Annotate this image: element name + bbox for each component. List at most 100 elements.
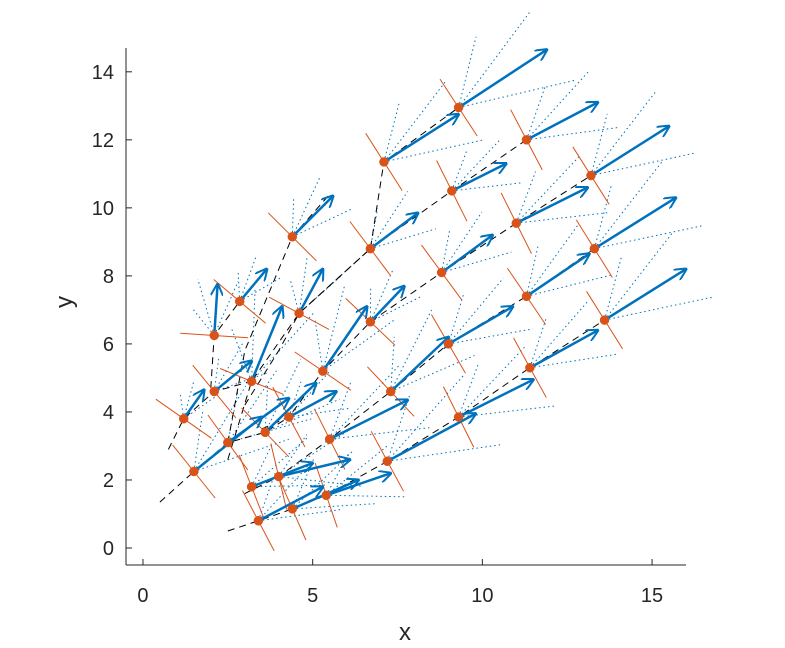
dotted-line — [329, 365, 399, 440]
data-point — [209, 330, 219, 341]
vector-arrow — [250, 307, 283, 382]
data-point — [589, 243, 600, 254]
data-point — [586, 170, 596, 181]
dotted-line — [191, 307, 215, 336]
data-point — [443, 339, 454, 349]
dotted-line — [515, 171, 536, 224]
data-point — [234, 296, 245, 307]
dotted-line — [291, 176, 321, 237]
dotted-line — [251, 312, 315, 382]
dotted-line — [441, 229, 451, 273]
dotted-line — [213, 281, 239, 336]
dotted-line — [451, 139, 501, 192]
vector-arrow — [386, 414, 475, 463]
data-point — [209, 386, 219, 397]
dotted-line — [383, 139, 484, 163]
dotted-line — [251, 445, 272, 487]
dotted-line — [298, 256, 308, 314]
data-point — [246, 376, 257, 387]
data-point — [511, 218, 522, 228]
dotted-line — [214, 372, 267, 393]
data-point — [284, 412, 294, 422]
vector-arrow — [529, 330, 598, 369]
dashed-curves — [159, 107, 605, 532]
dashed-curve — [167, 380, 252, 450]
dotted-line — [251, 288, 256, 382]
data-point — [379, 157, 389, 167]
dotted-line — [529, 353, 619, 369]
vector-arrow — [288, 392, 336, 419]
data-point — [365, 243, 376, 254]
vector-arrow — [329, 400, 408, 441]
y-tick-label: 2 — [103, 470, 114, 492]
dotted-line — [593, 184, 612, 249]
dotted-line — [369, 191, 409, 249]
data-point — [521, 291, 532, 302]
data-point — [599, 315, 610, 325]
data-point — [321, 490, 331, 501]
data-point — [273, 471, 284, 482]
dotted-line — [370, 228, 436, 250]
data-point — [246, 482, 257, 492]
vector-arrow — [321, 307, 367, 372]
vector-arrow — [458, 380, 534, 419]
dotted-line — [590, 113, 608, 176]
vector-arrow — [238, 269, 267, 303]
axes: 0 5 10 15 0 2 4 6 8 10 12 14 — [92, 48, 686, 607]
dotted-line — [193, 412, 204, 472]
dotted-line — [329, 427, 430, 440]
dotted-line — [515, 156, 580, 224]
dotted-fans — [179, 10, 713, 522]
dashed-curve — [244, 107, 459, 406]
vector-arrow — [590, 126, 669, 177]
dotted-line — [193, 438, 289, 472]
dotted-line — [213, 343, 243, 392]
dotted-line — [257, 473, 276, 521]
vector-arrow — [257, 487, 322, 522]
dotted-line — [387, 444, 502, 462]
dotted-line — [288, 407, 351, 418]
data-point — [453, 102, 464, 113]
dotted-line — [458, 36, 477, 108]
data-point — [525, 362, 535, 373]
dotted-line — [386, 374, 465, 462]
y-tick-label: 0 — [103, 538, 114, 560]
dotted-line — [383, 102, 400, 163]
dotted-line — [183, 395, 218, 420]
data-point — [318, 366, 328, 376]
dotted-line — [322, 318, 397, 372]
dotted-line — [288, 370, 331, 418]
dotted-line — [264, 383, 269, 433]
vector-arrow — [383, 114, 459, 163]
dotted-line — [526, 87, 546, 141]
dotted-line — [291, 196, 295, 237]
vector-arrow — [447, 307, 512, 345]
dotted-line — [458, 346, 525, 418]
y-tick-label: 12 — [92, 130, 114, 152]
vector-arrow — [213, 361, 251, 393]
dotted-line — [326, 494, 405, 498]
dotted-line — [325, 445, 388, 496]
vector-arrow — [457, 50, 547, 109]
dotted-line — [264, 398, 340, 433]
dotted-line — [529, 300, 589, 369]
data-point — [178, 413, 189, 424]
vector-arrow — [278, 460, 350, 478]
vector-arrow — [214, 284, 217, 336]
dotted-line — [239, 276, 283, 302]
dotted-line — [516, 212, 608, 224]
data-point — [294, 308, 304, 319]
vector-arrow — [227, 398, 289, 444]
dotted-line — [325, 453, 349, 496]
vector-arrow — [525, 254, 589, 298]
dotted-line — [322, 283, 346, 372]
y-tick-label: 14 — [92, 62, 114, 84]
dotted-line — [526, 274, 612, 297]
orange-points — [178, 102, 610, 526]
data-point — [260, 427, 270, 438]
data-point — [382, 456, 393, 467]
dotted-line — [448, 277, 504, 345]
dotted-line — [458, 362, 480, 418]
dotted-line — [278, 476, 363, 487]
